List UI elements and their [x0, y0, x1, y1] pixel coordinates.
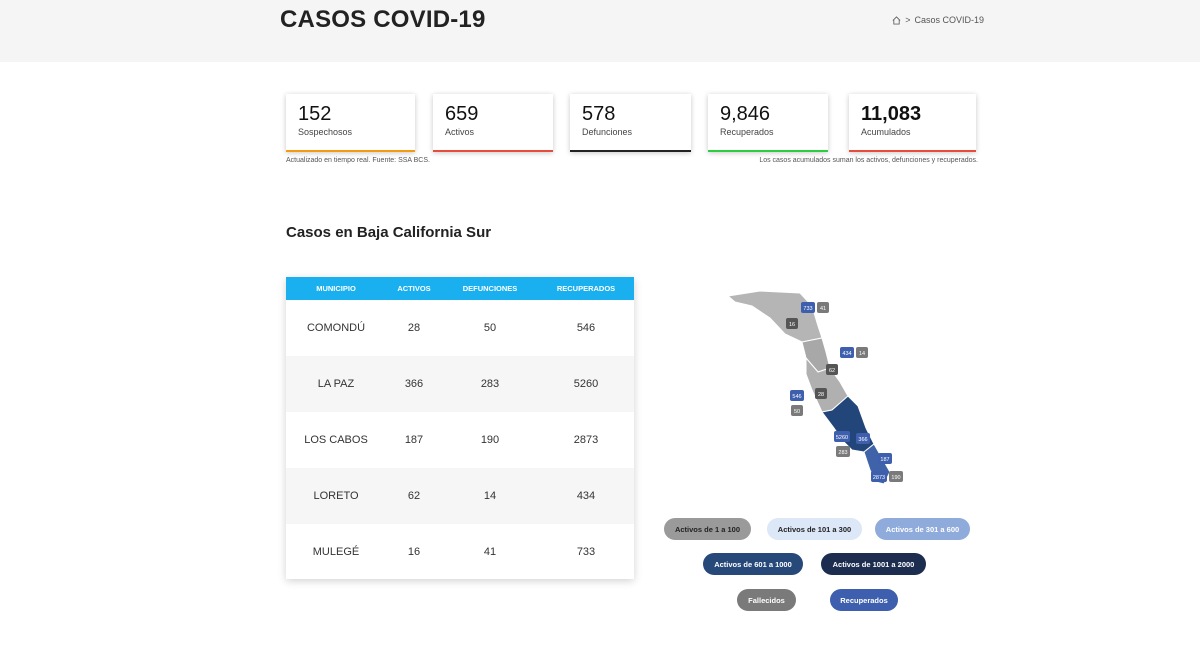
map-label-comondu-recuperados: 546	[790, 390, 804, 401]
cell-municipio: LA PAZ	[317, 378, 355, 390]
cell-activos: 16	[407, 546, 421, 558]
cell-defunciones: 190	[480, 434, 500, 446]
stat-bar	[849, 150, 976, 152]
map-label-comondu-activos: 28	[815, 388, 827, 399]
home-icon[interactable]	[892, 15, 901, 25]
table-row: LA PAZ 366 283 5260	[286, 356, 634, 412]
cell-defunciones: 50	[483, 322, 497, 334]
stat-label: Recuperados	[720, 127, 774, 137]
cell-activos: 28	[407, 322, 421, 334]
source-note: Actualizado en tiempo real. Fuente: SSA …	[286, 157, 430, 164]
svg-text:366: 366	[858, 437, 867, 443]
stat-card-activos: 659 Activos	[433, 94, 553, 152]
map-label-mulege-recuperados: 733	[801, 302, 815, 313]
stat-value: 659	[445, 103, 479, 125]
svg-text:190: 190	[891, 475, 900, 481]
section-title: Casos en Baja California Sur	[286, 224, 492, 241]
legend-recuperados[interactable]: Recuperados	[830, 589, 898, 611]
stat-label: Defunciones	[582, 127, 633, 137]
map-label-loreto-fallecidos: 14	[856, 347, 868, 358]
map-label-loreto-recuperados: 434	[840, 347, 854, 358]
stat-label: Sospechosos	[298, 127, 353, 137]
cell-recuperados: 5260	[573, 378, 599, 390]
cell-municipio: MULEGÉ	[312, 546, 360, 558]
header-municipio: MUNICIPIO	[316, 284, 356, 293]
header-recuperados: RECUPERADOS	[556, 284, 616, 293]
map-label-mulege-activos: 16	[786, 318, 798, 329]
svg-text:16: 16	[789, 322, 795, 328]
svg-text:187: 187	[880, 457, 889, 463]
stat-label: Activos	[445, 127, 475, 137]
breadcrumb-current: Casos COVID-19	[914, 15, 984, 25]
stat-value: 578	[582, 103, 616, 125]
legend-activos-1001-2000[interactable]: Activos de 1001 a 2000	[821, 553, 926, 575]
cases-table: MUNICIPIO ACTIVOS DEFUNCIONES RECUPERADO…	[286, 277, 634, 579]
stat-card-defunciones: 578 Defunciones	[570, 94, 691, 152]
svg-text:5260: 5260	[836, 435, 848, 441]
stat-label: Acumulados	[861, 127, 911, 137]
svg-text:14: 14	[859, 351, 865, 357]
cell-defunciones: 41	[483, 546, 497, 558]
cell-recuperados: 546	[576, 322, 596, 334]
svg-text:2873: 2873	[873, 475, 885, 481]
breadcrumb: > Casos COVID-19	[892, 15, 984, 25]
map-label-mulege-fallecidos: 41	[817, 302, 829, 313]
stat-value: 9,846	[720, 103, 771, 125]
map-label-comondu-fallecidos: 50	[791, 405, 803, 416]
svg-text:62: 62	[829, 368, 835, 374]
table-row: LORETO 62 14 434	[286, 468, 634, 524]
map-label-la-paz-fallecidos: 283	[836, 446, 850, 457]
legend-activos-101-300[interactable]: Activos de 101 a 300	[767, 518, 862, 540]
svg-text:434: 434	[842, 351, 851, 357]
breadcrumb-separator: >	[905, 15, 911, 25]
stat-bar	[570, 150, 691, 152]
legend-activos-1-100[interactable]: Activos de 1 a 100	[664, 518, 751, 540]
table-row: LOS CABOS 187 190 2873	[286, 412, 634, 468]
svg-text:50: 50	[794, 409, 800, 415]
cell-recuperados: 434	[576, 490, 596, 502]
legend-fallecidos[interactable]: Fallecidos	[737, 589, 796, 611]
stat-value: 152	[298, 103, 332, 125]
legend-activos-601-1000[interactable]: Activos de 601 a 1000	[703, 553, 803, 575]
header-activos: ACTIVOS	[397, 284, 431, 293]
table-row: MULEGÉ 16 41 733	[286, 524, 634, 580]
cell-activos: 187	[404, 434, 424, 446]
stat-card-recuperados: 9,846 Recuperados	[708, 94, 828, 152]
stat-card-sospechosos: 152 Sospechosos	[286, 94, 415, 152]
legend-activos-301-600[interactable]: Activos de 301 a 600	[875, 518, 970, 540]
cumulative-note: Los casos acumulados suman los activos, …	[759, 157, 978, 164]
cell-defunciones: 14	[483, 490, 497, 502]
table-header: MUNICIPIO ACTIVOS DEFUNCIONES RECUPERADO…	[286, 277, 634, 300]
cell-defunciones: 283	[480, 378, 500, 390]
stat-bar	[433, 150, 553, 152]
stat-bar	[286, 150, 415, 152]
table-row: COMONDÚ 28 50 546	[286, 300, 634, 356]
page-title: CASOS COVID-19	[280, 6, 486, 33]
map-label-loreto-activos: 62	[826, 364, 838, 375]
stat-value: 11,083	[861, 103, 922, 125]
cell-municipio: COMONDÚ	[306, 322, 366, 334]
svg-text:41: 41	[820, 306, 826, 312]
map-label-los-cabos-fallecidos: 190	[889, 471, 903, 482]
cell-recuperados: 733	[576, 546, 596, 558]
svg-text:28: 28	[818, 392, 824, 398]
svg-text:283: 283	[838, 450, 847, 456]
map-label-los-cabos-recuperados: 2873	[871, 471, 887, 482]
map-label-la-paz-recuperados: 5260	[834, 431, 850, 442]
region-mulege[interactable]	[726, 290, 823, 343]
cell-activos: 62	[407, 490, 421, 502]
baja-california-sur-map: 733 41 16 434 14 62 28 546 50 5260 366 2…	[726, 290, 903, 485]
cell-activos: 366	[404, 378, 424, 390]
cell-municipio: LORETO	[313, 490, 359, 502]
map-label-la-paz-activos: 366	[856, 433, 870, 444]
cell-recuperados: 2873	[573, 434, 599, 446]
header-defunciones: DEFUNCIONES	[462, 284, 518, 293]
svg-text:546: 546	[792, 394, 801, 400]
svg-text:733: 733	[803, 306, 812, 312]
map-label-los-cabos-activos: 187	[878, 453, 892, 464]
stat-card-acumulados: 11,083 Acumulados	[849, 94, 976, 152]
page-header: CASOS COVID-19 > Casos COVID-19	[0, 0, 1200, 62]
stat-bar	[708, 150, 828, 152]
cell-municipio: LOS CABOS	[304, 434, 368, 446]
